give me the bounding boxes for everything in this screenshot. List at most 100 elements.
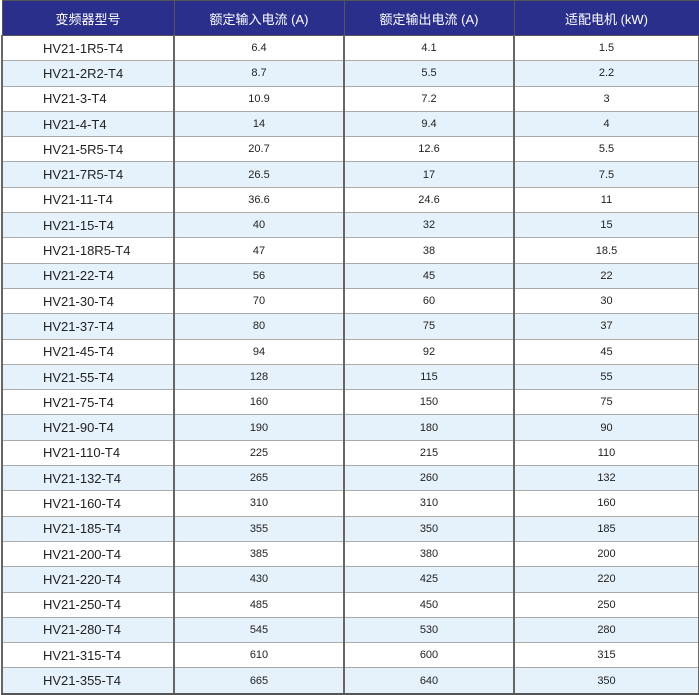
cell-motor-power: 18.5 [513, 237, 699, 264]
cell-output-current: 75 [343, 313, 515, 340]
cell-input-current: 190 [173, 414, 345, 441]
cell-output-current: 45 [343, 263, 515, 289]
cell-input-current: 40 [173, 212, 345, 239]
cell-motor-power: 185 [513, 516, 699, 542]
cell-motor-power: 4 [513, 111, 699, 138]
table-row: HV21-30-T4 70 60 30 [1, 288, 699, 315]
cell-input-current: 265 [173, 465, 345, 492]
cell-model: HV21-250-T4 [1, 592, 175, 618]
cell-output-current: 17 [343, 161, 515, 188]
cell-model: HV21-22-T4 [1, 263, 175, 289]
header-row: 变频器型号 额定输入电流 (A) 额定输出电流 (A) 适配电机 (kW) [1, 0, 699, 36]
cell-output-current: 260 [343, 465, 515, 492]
table-row: HV21-90-T4 190 180 90 [1, 414, 699, 441]
cell-model: HV21-110-T4 [1, 440, 175, 467]
cell-output-current: 215 [343, 440, 515, 467]
cell-output-current: 350 [343, 516, 515, 542]
cell-output-current: 380 [343, 541, 515, 568]
cell-motor-power: 110 [513, 440, 699, 467]
cell-output-current: 4.1 [343, 35, 515, 62]
cell-motor-power: 200 [513, 541, 699, 568]
cell-motor-power: 55 [513, 364, 699, 391]
cell-model: HV21-55-T4 [1, 364, 175, 391]
cell-model: HV21-315-T4 [1, 642, 175, 669]
cell-output-current: 150 [343, 389, 515, 416]
cell-model: HV21-45-T4 [1, 339, 175, 365]
table-row: HV21-22-T4 56 45 22 [1, 263, 699, 289]
cell-model: HV21-3-T4 [1, 86, 175, 112]
cell-model: HV21-7R5-T4 [1, 161, 175, 188]
cell-output-current: 9.4 [343, 111, 515, 138]
cell-output-current: 32 [343, 212, 515, 239]
cell-model: HV21-2R2-T4 [1, 60, 175, 87]
cell-input-current: 610 [173, 642, 345, 669]
cell-model: HV21-15-T4 [1, 212, 175, 239]
table-row: HV21-5R5-T4 20.7 12.6 5.5 [1, 136, 699, 163]
cell-model: HV21-11-T4 [1, 187, 175, 214]
cell-output-current: 60 [343, 288, 515, 315]
cell-motor-power: 75 [513, 389, 699, 416]
cell-model: HV21-18R5-T4 [1, 237, 175, 264]
cell-motor-power: 1.5 [513, 35, 699, 62]
header-model: 变频器型号 [1, 0, 175, 36]
cell-output-current: 5.5 [343, 60, 515, 87]
cell-motor-power: 315 [513, 642, 699, 669]
table-row: HV21-37-T4 80 75 37 [1, 313, 699, 340]
table-row: HV21-55-T4 128 115 55 [1, 364, 699, 391]
cell-motor-power: 3 [513, 86, 699, 112]
cell-motor-power: 90 [513, 414, 699, 441]
cell-input-current: 70 [173, 288, 345, 315]
cell-model: HV21-160-T4 [1, 490, 175, 517]
cell-motor-power: 132 [513, 465, 699, 492]
cell-output-current: 530 [343, 617, 515, 644]
cell-input-current: 26.5 [173, 161, 345, 188]
table-row: HV21-4-T4 14 9.4 4 [1, 111, 699, 138]
cell-output-current: 425 [343, 566, 515, 593]
cell-output-current: 600 [343, 642, 515, 669]
cell-input-current: 385 [173, 541, 345, 568]
cell-motor-power: 37 [513, 313, 699, 340]
cell-input-current: 14 [173, 111, 345, 138]
cell-input-current: 128 [173, 364, 345, 391]
cell-input-current: 430 [173, 566, 345, 593]
cell-motor-power: 22 [513, 263, 699, 289]
cell-output-current: 115 [343, 364, 515, 391]
cell-motor-power: 160 [513, 490, 699, 517]
table-row: HV21-7R5-T4 26.5 17 7.5 [1, 161, 699, 188]
table-row: HV21-280-T4 545 530 280 [1, 617, 699, 644]
cell-motor-power: 5.5 [513, 136, 699, 163]
header-motor-power: 适配电机 (kW) [513, 0, 699, 36]
cell-motor-power: 11 [513, 187, 699, 214]
header-output-current: 额定输出电流 (A) [343, 0, 515, 36]
cell-motor-power: 15 [513, 212, 699, 239]
table-row: HV21-355-T4 665 640 350 [1, 667, 699, 695]
cell-input-current: 545 [173, 617, 345, 644]
cell-input-current: 36.6 [173, 187, 345, 214]
table-row: HV21-185-T4 355 350 185 [1, 516, 699, 542]
cell-model: HV21-75-T4 [1, 389, 175, 416]
cell-input-current: 160 [173, 389, 345, 416]
cell-motor-power: 45 [513, 339, 699, 365]
cell-output-current: 24.6 [343, 187, 515, 214]
cell-input-current: 225 [173, 440, 345, 467]
cell-input-current: 10.9 [173, 86, 345, 112]
cell-model: HV21-1R5-T4 [1, 35, 175, 62]
cell-input-current: 47 [173, 237, 345, 264]
cell-model: HV21-132-T4 [1, 465, 175, 492]
table-row: HV21-315-T4 610 600 315 [1, 642, 699, 669]
cell-motor-power: 7.5 [513, 161, 699, 188]
cell-model: HV21-220-T4 [1, 566, 175, 593]
table-row: HV21-1R5-T4 6.4 4.1 1.5 [1, 35, 699, 62]
cell-output-current: 180 [343, 414, 515, 441]
header-input-current: 额定输入电流 (A) [173, 0, 345, 36]
cell-input-current: 56 [173, 263, 345, 289]
cell-output-current: 7.2 [343, 86, 515, 112]
table-row: HV21-200-T4 385 380 200 [1, 541, 699, 568]
cell-model: HV21-185-T4 [1, 516, 175, 542]
table-body: HV21-1R5-T4 6.4 4.1 1.5 HV21-2R2-T4 8.7 5.5 2.2… [1, 35, 699, 695]
cell-output-current: 450 [343, 592, 515, 618]
cell-input-current: 665 [173, 667, 345, 695]
cell-motor-power: 280 [513, 617, 699, 644]
cell-input-current: 485 [173, 592, 345, 618]
